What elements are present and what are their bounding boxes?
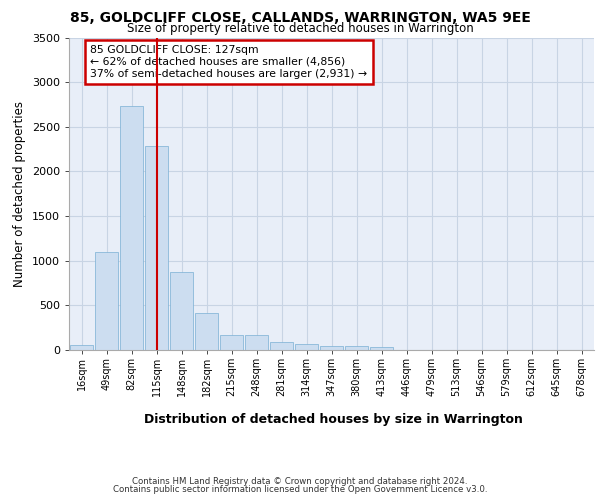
Bar <box>370 348 393 350</box>
Bar <box>120 106 143 350</box>
Bar <box>295 344 318 350</box>
Text: 85 GOLDCLIFF CLOSE: 127sqm
← 62% of detached houses are smaller (4,856)
37% of s: 85 GOLDCLIFF CLOSE: 127sqm ← 62% of deta… <box>90 46 367 78</box>
Bar <box>220 335 243 350</box>
Bar <box>245 336 268 350</box>
Bar <box>270 342 293 350</box>
Bar <box>320 346 343 350</box>
Text: Distribution of detached houses by size in Warrington: Distribution of detached houses by size … <box>143 412 523 426</box>
Bar <box>345 346 368 350</box>
Bar <box>70 345 93 350</box>
Text: Contains public sector information licensed under the Open Government Licence v3: Contains public sector information licen… <box>113 485 487 494</box>
Text: Contains HM Land Registry data © Crown copyright and database right 2024.: Contains HM Land Registry data © Crown c… <box>132 477 468 486</box>
Text: Size of property relative to detached houses in Warrington: Size of property relative to detached ho… <box>127 22 473 35</box>
Bar <box>95 252 118 350</box>
Bar <box>145 146 168 350</box>
Bar <box>170 272 193 350</box>
Y-axis label: Number of detached properties: Number of detached properties <box>13 101 26 287</box>
Bar <box>195 312 218 350</box>
Text: 85, GOLDCLIFF CLOSE, CALLANDS, WARRINGTON, WA5 9EE: 85, GOLDCLIFF CLOSE, CALLANDS, WARRINGTO… <box>70 11 530 25</box>
